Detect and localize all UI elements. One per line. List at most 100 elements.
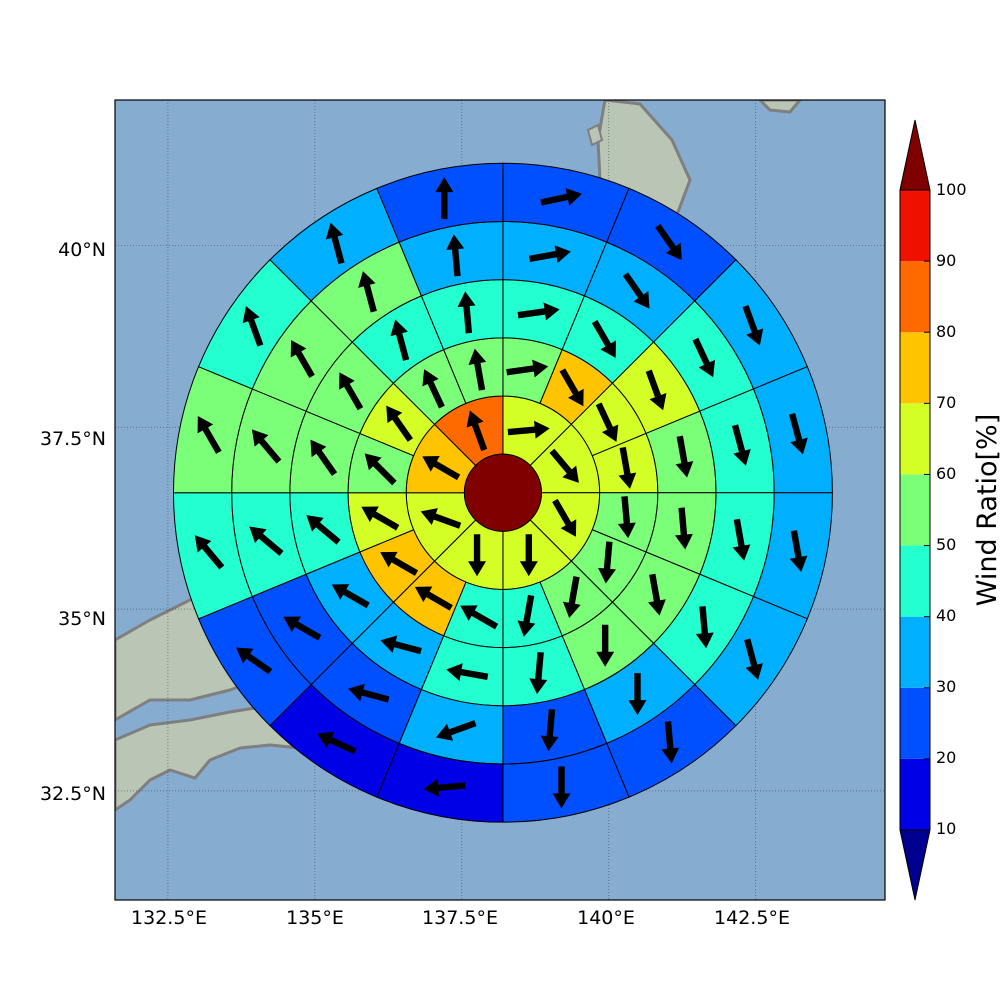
wind-arrow [414,586,453,611]
wind-arrow [290,339,315,378]
wind-arrow [540,709,559,752]
map-panel [114,99,886,901]
wind-arrow [386,405,413,442]
colorbar-segment [900,261,930,333]
colorbar-segment [900,190,930,262]
wind-arrow [317,731,357,755]
colorbar-tick-label: 80 [936,322,956,341]
colorbar-segments [899,119,931,901]
wind-arrow [559,368,584,407]
wind-arrow [194,535,225,570]
land-hokkaido [757,100,802,114]
y-axis: 32.5°N 35°N 37.5°N 40°N [40,239,106,805]
colorbar-tick-label: 100 [936,180,967,199]
wind-arrow [197,415,222,454]
colorbar-tick-label: 90 [936,251,956,270]
wind-arrow [540,188,583,206]
x-tick-label: 132.5°E [131,907,207,929]
wind-arrow [552,766,571,809]
wind-arrow [466,410,488,452]
wind-arrow [380,635,422,655]
colorbar: 10 20 30 40 50 60 70 80 90 100 Wind Rati… [899,119,1000,901]
colorbar-segment [900,545,930,617]
wind-arrow [249,526,284,556]
wind-arrow [325,222,345,265]
wind-arrow [628,673,647,716]
sector-cell [376,162,504,243]
wind-arrow [331,584,370,609]
wind-arrow [468,534,487,577]
wind-arrow [310,439,338,476]
wind-arrow [235,647,273,675]
wind-arrow [446,234,465,277]
wind-arrow [423,778,466,797]
colorbar-ticks: 10 20 30 40 50 60 70 80 90 100 [936,180,967,838]
land-sado-island [586,123,604,147]
wind-arrow [435,177,454,220]
wind-arrow [742,305,764,346]
wind-arrow [422,369,445,409]
y-tick-label: 37.5°N [40,428,106,450]
colorbar-segment [900,332,930,404]
wind-arrow [692,337,715,378]
colorbar-tick-label: 40 [936,606,956,625]
wind-arrow [552,498,577,537]
sector-rings [172,162,833,823]
colorbar-tick-label: 50 [936,535,956,554]
colorbar-segment [900,616,930,688]
wind-arrow [549,448,579,483]
map-frame [114,99,886,901]
x-axis: 132.5°E 135°E 137.5°E 140°E 142.5°E [131,907,790,929]
wind-arrow [562,576,581,619]
wind-arrow [457,291,476,334]
wind-arrow [446,663,489,682]
wind-arrow [435,720,477,741]
wind-arrow [618,446,637,489]
wind-arrow [519,534,538,577]
colorbar-segment [900,687,930,759]
wind-arrow [622,272,650,309]
wind-arrow [675,435,694,478]
wind-arrow [789,530,808,573]
wind-arrow [460,605,499,630]
colorbar-extend-max [899,119,931,191]
wind-arrow [348,683,390,703]
wind-arrow [242,306,264,347]
wind-arrow [732,518,751,561]
wind-arrow [596,624,615,667]
wind-arrow [364,453,397,486]
colorbar-tick-label: 60 [936,464,956,483]
colorbar-tick-label: 70 [936,393,956,412]
colorbar-extend-min [899,829,931,901]
colorbar-segment [900,403,930,475]
wind-arrow [744,638,763,680]
wind-arrow [595,402,619,442]
wind-arrow [648,573,666,616]
wind-arrows [194,177,808,809]
wind-arrow [361,506,400,531]
wind-arrow [506,359,549,378]
wind-arrow [339,372,364,411]
colorbar-frame [899,189,931,831]
wind-arrow [420,508,462,529]
colorbar-tick-label: 30 [936,677,956,696]
x-tick-label: 140°E [577,907,635,929]
y-tick-label: 32.5°N [40,783,106,805]
wind-arrow [591,319,616,358]
x-tick-label: 137.5°E [422,907,498,929]
wind-arrow [390,319,410,361]
wind-arrow [617,496,636,539]
wind-arrow [306,515,341,545]
wind-arrow [661,721,680,764]
wind-arrow [789,413,808,455]
wind-arrow [507,420,550,439]
wind-arrow [655,223,682,261]
x-tick-label: 135°E [286,907,344,929]
wind-arrow [598,541,616,584]
colorbar-tick-label: 10 [936,819,956,838]
x-tick-label: 142.5°E [714,907,790,929]
wind-arrow [645,369,667,411]
colorbar-tick-label: 20 [936,748,956,767]
wind-arrow [731,424,751,466]
